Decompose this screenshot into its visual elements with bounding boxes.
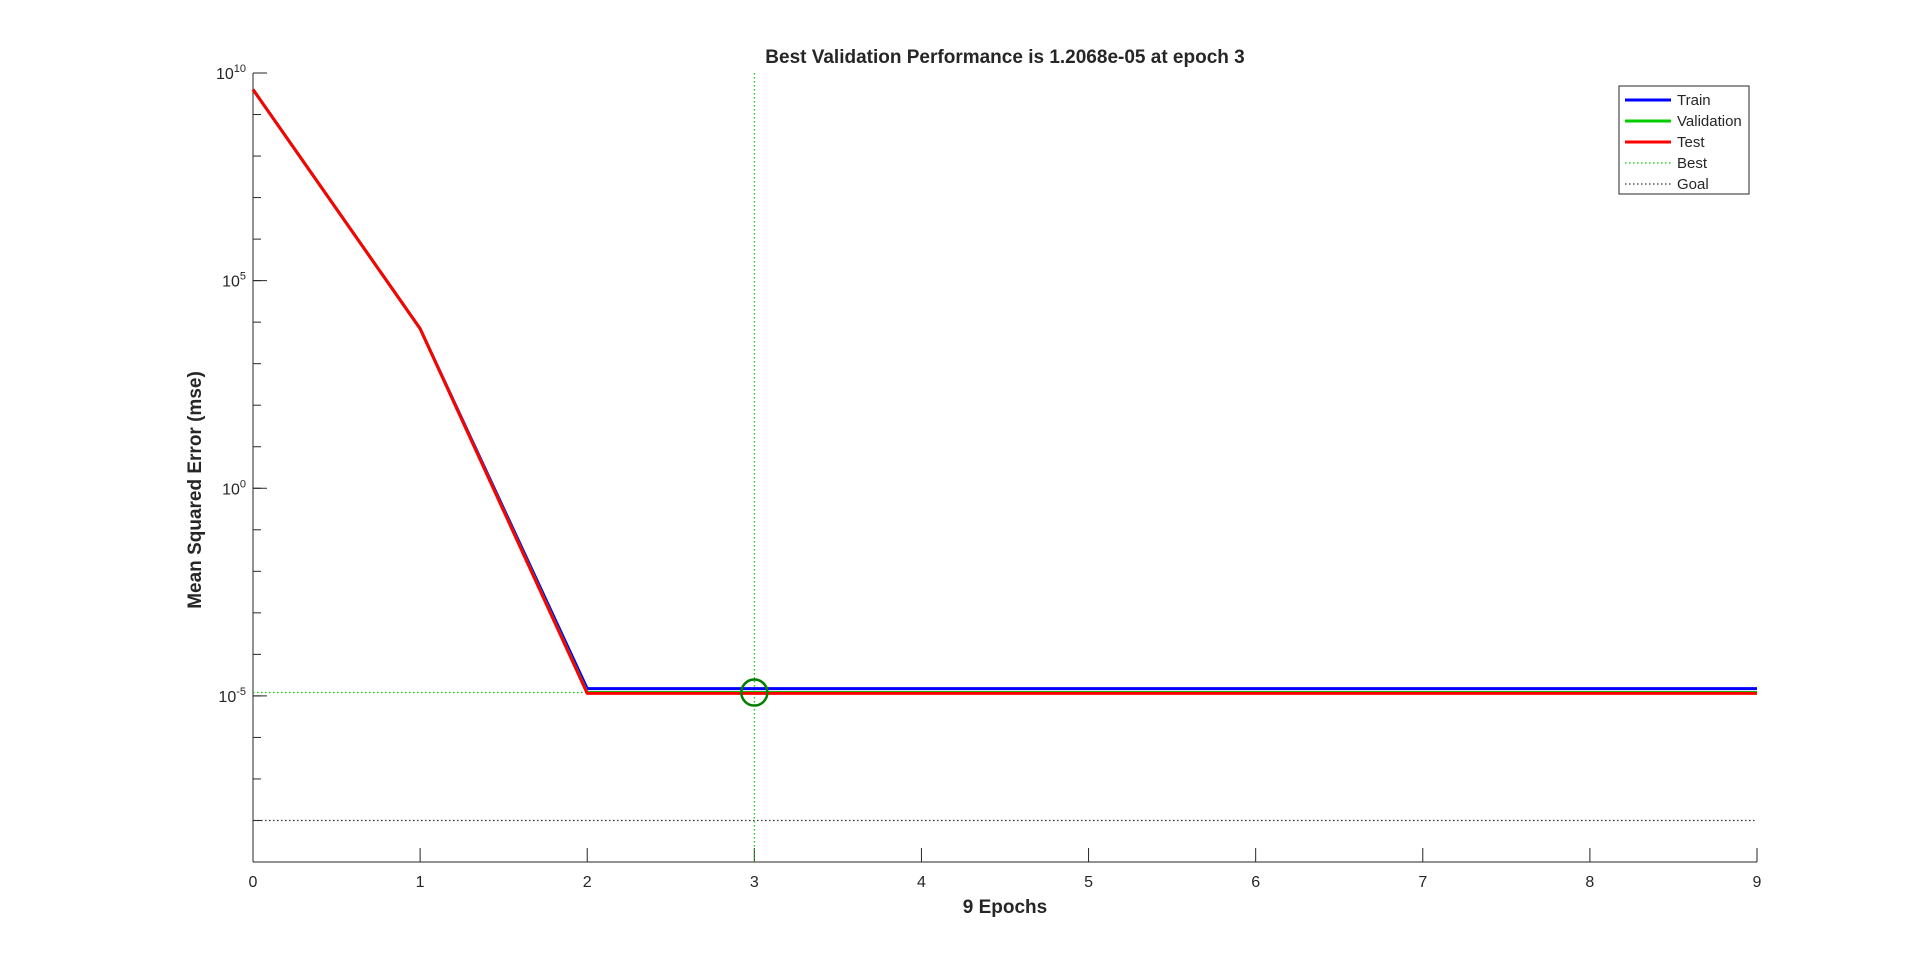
best-marker	[740, 678, 769, 707]
x-tick-label: 1	[416, 874, 425, 891]
x-tick-label: 2	[583, 874, 592, 891]
legend-box	[1618, 85, 1750, 195]
y-tick-label: 10-5	[218, 686, 246, 706]
x-tick-label: 4	[917, 874, 926, 891]
chart-title: Best Validation Performance is 1.2068e-0…	[765, 47, 1244, 68]
x-tick-label: 3	[750, 874, 759, 891]
series-line-test	[251, 88, 1757, 695]
legend: Train Validation Test Best Goal	[1618, 85, 1750, 195]
y-tick-label: 1010	[216, 63, 246, 83]
x-tick-label: 0	[249, 874, 258, 891]
x-tick-label: 6	[1251, 874, 1260, 891]
legend-label-validation: Validation	[1677, 113, 1742, 130]
y-axis-label: Mean Squared Error (mse)	[185, 371, 206, 609]
x-tick-label: 5	[1084, 874, 1093, 891]
y-tick-label: 105	[222, 271, 246, 291]
series-line-validation	[251, 88, 1757, 694]
legend-label-goal: Goal	[1677, 176, 1709, 193]
legend-label-best: Best	[1677, 155, 1708, 172]
x-tick-label: 8	[1585, 874, 1594, 891]
x-axis-label: 9 Epochs	[963, 897, 1047, 918]
legend-label-test: Test	[1677, 134, 1705, 151]
series-line-train	[251, 88, 1757, 691]
x-tick-label: 7	[1418, 874, 1427, 891]
legend-label-train: Train	[1677, 92, 1711, 109]
x-tick-label: 9	[1753, 874, 1762, 891]
y-tick-label: 100	[222, 478, 246, 498]
plot-area: 0 1 2 3 4 5 6 7 8 9101010510010-5TrainValidationT…	[216, 63, 1762, 891]
